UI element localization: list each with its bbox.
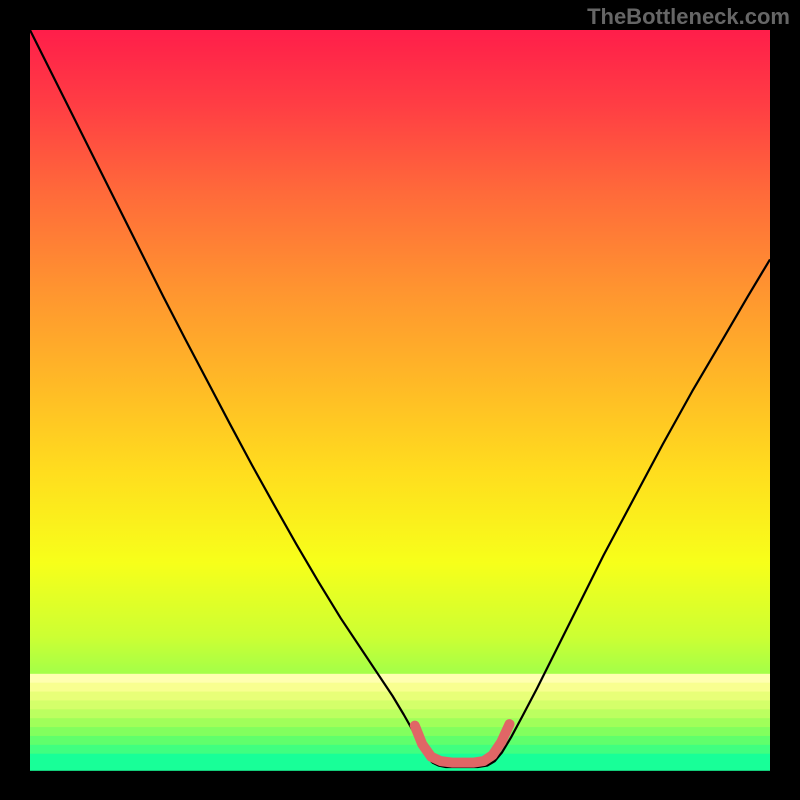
bottleneck-chart <box>0 0 800 800</box>
watermark-text: TheBottleneck.com <box>587 4 790 30</box>
chart-frame: TheBottleneck.com <box>0 0 800 800</box>
